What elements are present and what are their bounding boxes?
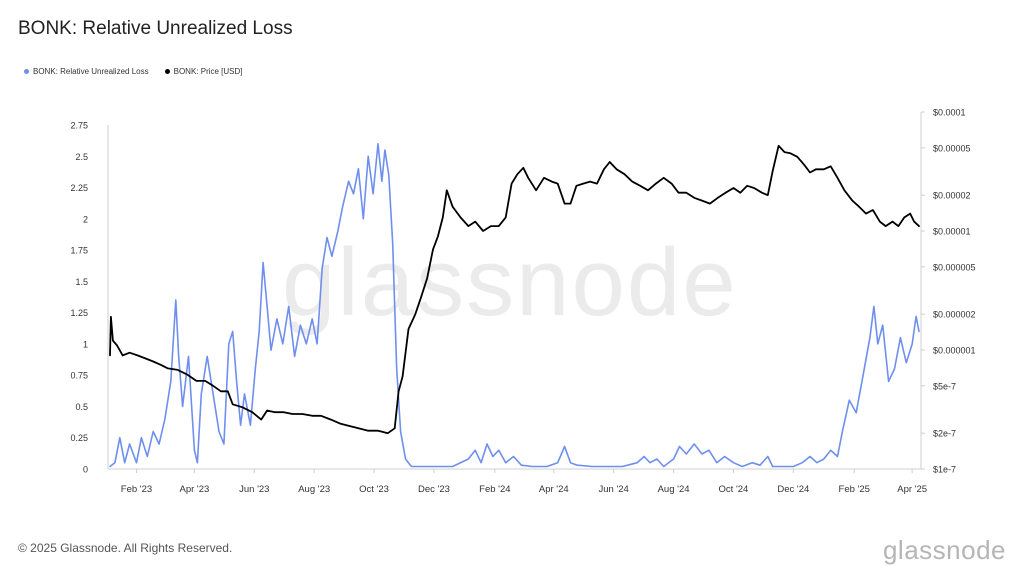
- legend-item-loss[interactable]: BONK: Relative Unrealized Loss: [24, 67, 149, 76]
- y-left-tick-label: 2.75: [70, 121, 88, 131]
- y-left-tick-label: 0: [83, 465, 88, 475]
- y-right-tick-label: $5e-7: [933, 381, 956, 391]
- y-left-tick-label: 1.75: [70, 246, 88, 256]
- y-right-tick-label: $0.00005: [933, 143, 971, 153]
- chart-axes: 0 0.25 0.5 0.75 1 1.25 1.5 1.75 2 2.25 2.5 2.75 $1e-…: [70, 108, 975, 496]
- series-line-relative-unrealized-loss: [109, 143, 920, 468]
- series-line-price: [109, 144, 920, 435]
- y-left-tick-label: 1.25: [70, 308, 88, 318]
- brand-logo: glassnode: [882, 535, 1006, 565]
- page-title: BONK: Relative Unrealized Loss: [18, 18, 293, 39]
- x-tick-label: Oct '23: [359, 484, 389, 495]
- chart-series: [109, 143, 920, 468]
- x-tick-label: Apr '23: [179, 484, 209, 495]
- y-left-tick-label: 1: [83, 339, 88, 349]
- y-right-tick-label: $0.000001: [933, 346, 976, 356]
- legend-label-price: BONK: Price [USD]: [173, 67, 243, 76]
- copyright: © 2025 Glassnode. All Rights Reserved.: [18, 541, 233, 555]
- x-tick-label: Aug '24: [658, 484, 690, 495]
- x-tick-label: Aug '23: [298, 484, 330, 495]
- legend-label-loss: BONK: Relative Unrealized Loss: [33, 67, 149, 76]
- x-tick-label: Apr '24: [539, 484, 569, 495]
- x-tick-label: Dec '24: [777, 484, 809, 495]
- legend-item-price[interactable]: BONK: Price [USD]: [164, 67, 243, 76]
- y-left-tick-label: 1.5: [75, 277, 88, 287]
- x-tick-label: Jun '23: [239, 484, 269, 495]
- x-tick-label: Feb '23: [121, 484, 152, 495]
- x-tick-label: Feb '24: [479, 484, 510, 495]
- y-right-tick-label: $0.000002: [933, 310, 976, 320]
- y-right-tick-label: $0.00002: [933, 191, 971, 201]
- y-right-tick-label: $2e-7: [933, 429, 956, 439]
- legend: BONK: Relative Unrealized Loss BONK: Pri…: [24, 67, 243, 76]
- legend-dot-loss: [24, 69, 29, 74]
- x-tick-label: Feb '25: [839, 484, 870, 495]
- y-left-tick-label: 0.75: [70, 371, 88, 381]
- y-left-tick-label: 2.25: [70, 183, 88, 193]
- y-left-tick-label: 2.5: [75, 152, 88, 162]
- watermark: glassnode: [282, 229, 738, 336]
- y-left-tick-label: 0.5: [75, 402, 88, 412]
- x-tick-label: Dec '23: [418, 484, 450, 495]
- x-tick-label: Jun '24: [598, 484, 628, 495]
- x-tick-label: Oct '24: [719, 484, 749, 495]
- y-right-tick-label: $0.00001: [933, 227, 971, 237]
- legend-dot-price: [164, 69, 170, 74]
- y-right-tick-label: $0.000005: [933, 262, 976, 272]
- y-left-tick-label: 2: [83, 214, 88, 224]
- y-right-tick-label: $1e-7: [933, 465, 956, 475]
- y-left-tick-label: 0.25: [70, 433, 88, 443]
- x-tick-label: Apr '25: [897, 484, 927, 495]
- y-right-tick-label: $0.0001: [933, 108, 966, 118]
